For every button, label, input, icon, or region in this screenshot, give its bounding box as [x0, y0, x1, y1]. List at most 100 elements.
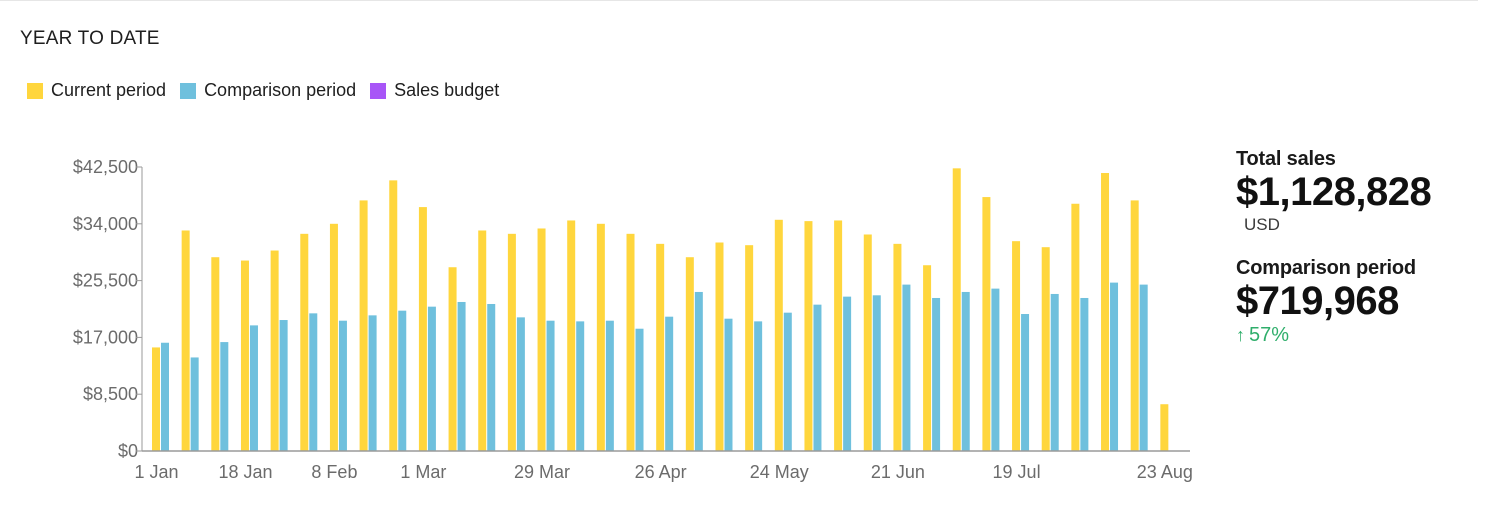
- bar-comparison-period[interactable]: [1021, 314, 1030, 451]
- total-sales-value: $1,128,828: [1236, 170, 1432, 214]
- bar-comparison-period[interactable]: [249, 325, 258, 451]
- bar-comparison-period[interactable]: [902, 284, 911, 451]
- x-tick-label: 19 Jul: [993, 462, 1041, 482]
- x-tick-label: 21 Jun: [871, 462, 925, 482]
- y-tick-label: $42,500: [73, 157, 138, 177]
- bar-comparison-period[interactable]: [457, 301, 466, 451]
- bar-current-period[interactable]: [1041, 247, 1050, 451]
- comparison-period-value: $719,968: [1236, 279, 1399, 323]
- x-tick-label: 29 Mar: [514, 462, 570, 482]
- bar-comparison-period[interactable]: [338, 320, 347, 451]
- bar-comparison-period[interactable]: [605, 320, 614, 451]
- bar-current-period[interactable]: [478, 230, 487, 451]
- sales-summary: Total sales $1,128,828 USD Comparison pe…: [1236, 148, 1486, 347]
- bar-current-period[interactable]: [1071, 203, 1080, 451]
- bar-current-period[interactable]: [952, 168, 961, 451]
- sales-bar-chart: $0 $8,500 $17,000 $25,500 $34,000 $42,500 1 J…: [73, 157, 1193, 482]
- bar-comparison-period[interactable]: [694, 291, 703, 451]
- bar-current-period[interactable]: [656, 243, 665, 451]
- bar-comparison-period[interactable]: [576, 321, 585, 451]
- y-tick-label: $25,500: [73, 271, 138, 291]
- bar-current-period[interactable]: [567, 220, 576, 451]
- y-axis-ticks: [136, 166, 142, 452]
- bar-current-period[interactable]: [152, 347, 160, 451]
- bar-comparison-period[interactable]: [724, 318, 733, 451]
- total-sales-label: Total sales: [1236, 148, 1336, 170]
- legend-label-comparison-period: Comparison period: [204, 80, 357, 100]
- bar-comparison-period[interactable]: [843, 296, 852, 451]
- bar-current-period[interactable]: [418, 207, 427, 451]
- bar-comparison-period[interactable]: [546, 320, 555, 451]
- bar-comparison-period[interactable]: [1110, 282, 1119, 451]
- x-tick-label: 1 Mar: [400, 462, 446, 482]
- bar-comparison-period[interactable]: [1050, 293, 1059, 451]
- bar-current-period[interactable]: [240, 260, 249, 451]
- x-tick-label: 8 Feb: [311, 462, 357, 482]
- bar-current-period[interactable]: [181, 230, 190, 451]
- y-tick-label: $17,000: [73, 327, 138, 347]
- x-tick-label: 24 May: [750, 462, 809, 482]
- chart-bars: [152, 168, 1169, 452]
- bar-comparison-period[interactable]: [783, 312, 792, 451]
- bar-comparison-period[interactable]: [872, 295, 881, 451]
- bar-comparison-period[interactable]: [754, 321, 763, 451]
- bar-current-period[interactable]: [211, 257, 220, 451]
- bar-comparison-period[interactable]: [161, 342, 169, 451]
- bar-current-period[interactable]: [626, 233, 635, 451]
- bar-current-period[interactable]: [389, 180, 398, 452]
- bar-comparison-period[interactable]: [813, 304, 822, 451]
- bar-current-period[interactable]: [270, 250, 279, 451]
- bar-comparison-period[interactable]: [1080, 297, 1089, 451]
- x-tick-label: 18 Jan: [218, 462, 272, 482]
- bar-comparison-period[interactable]: [961, 291, 970, 451]
- legend-item-comparison-period[interactable]: Comparison period: [180, 80, 356, 101]
- bar-current-period[interactable]: [774, 219, 783, 451]
- bar-comparison-period[interactable]: [635, 328, 644, 451]
- bar-comparison-period[interactable]: [279, 320, 288, 451]
- bar-comparison-period[interactable]: [190, 357, 199, 451]
- bar-current-period[interactable]: [507, 233, 516, 451]
- bar-current-period[interactable]: [1130, 200, 1139, 451]
- bar-comparison-period[interactable]: [991, 288, 1000, 451]
- bar-current-period[interactable]: [982, 197, 991, 451]
- bar-comparison-period[interactable]: [398, 310, 407, 451]
- bar-current-period[interactable]: [804, 221, 813, 451]
- legend-item-current-period[interactable]: Current period: [27, 80, 166, 101]
- x-tick-label: 1 Jan: [134, 462, 178, 482]
- total-sales-currency: USD: [1244, 215, 1280, 234]
- x-axis-labels: 1 Jan 18 Jan 8 Feb 1 Mar 29 Mar 26 Apr 24 May 2…: [134, 462, 1192, 482]
- bar-comparison-period[interactable]: [368, 315, 377, 451]
- bar-current-period[interactable]: [893, 243, 902, 451]
- bar-current-period[interactable]: [834, 220, 843, 451]
- comparison-change: ↑ 57%: [1236, 324, 1486, 347]
- bar-current-period[interactable]: [537, 228, 546, 451]
- bar-current-period[interactable]: [1012, 241, 1021, 451]
- bar-comparison-period[interactable]: [487, 303, 496, 451]
- bar-current-period[interactable]: [300, 233, 309, 451]
- bar-comparison-period[interactable]: [220, 342, 229, 451]
- arrow-up-icon: ↑: [1236, 325, 1245, 345]
- bar-current-period[interactable]: [596, 223, 605, 451]
- legend-item-sales-budget[interactable]: Sales budget: [370, 80, 499, 101]
- bar-current-period[interactable]: [329, 223, 338, 451]
- comparison-change-value: 57%: [1249, 324, 1290, 346]
- bar-current-period[interactable]: [685, 257, 694, 451]
- bar-current-period[interactable]: [359, 200, 368, 451]
- bar-current-period[interactable]: [863, 234, 872, 451]
- bar-current-period[interactable]: [1101, 173, 1110, 452]
- bar-comparison-period[interactable]: [516, 317, 525, 451]
- bar-current-period[interactable]: [923, 265, 932, 451]
- legend-swatch-sales-budget: [370, 82, 387, 99]
- bar-comparison-period[interactable]: [427, 306, 436, 451]
- bar-comparison-period[interactable]: [665, 316, 674, 451]
- bar-comparison-period[interactable]: [1139, 284, 1148, 451]
- legend-label-sales-budget: Sales budget: [394, 80, 500, 100]
- x-tick-label: 23 Aug: [1137, 462, 1193, 482]
- bar-current-period[interactable]: [745, 245, 754, 451]
- bar-comparison-period[interactable]: [309, 313, 318, 451]
- bar-current-period[interactable]: [1160, 404, 1169, 451]
- bar-comparison-period[interactable]: [932, 297, 941, 451]
- bar-current-period[interactable]: [715, 242, 724, 451]
- y-tick-label: $0: [118, 441, 138, 461]
- bar-current-period[interactable]: [448, 267, 457, 451]
